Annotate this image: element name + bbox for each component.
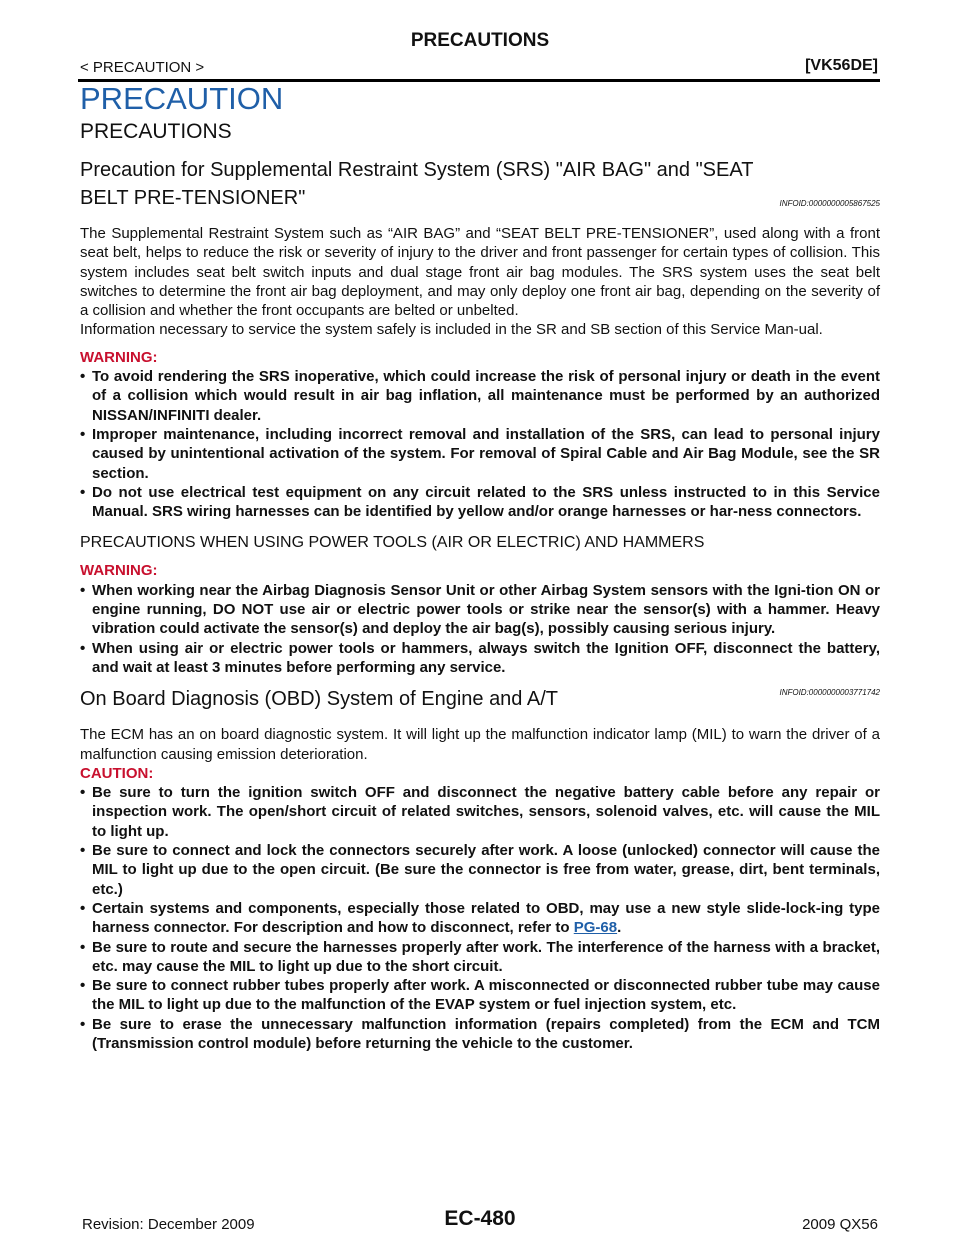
heading: PRECAUTION	[80, 81, 284, 116]
bullet-list: When working near the Airbag Diagnosis S…	[80, 581, 880, 677]
info-id: INFOID:0000000003771742	[779, 688, 880, 698]
bullet-text: .	[617, 919, 622, 937]
bullet: Improper maintenance, including incorrec…	[80, 425, 880, 483]
bullet: Certain systems and components, especial…	[80, 899, 880, 938]
content: PRECAUTION PRECAUTIONS Precaution for Su…	[80, 82, 880, 1053]
paragraph: The ECM has an on board diagnostic syste…	[80, 726, 880, 763]
page-title: PRECAUTIONS	[410, 30, 550, 51]
link[interactable]: PG-68	[573, 919, 618, 937]
subheading: PRECAUTIONS	[80, 120, 232, 143]
header-rule	[78, 79, 880, 82]
bullet: Be sure to route and secure the harnesse…	[80, 938, 880, 977]
subsection-title: PRECAUTIONS WHEN USING POWER TOOLS (AIR …	[80, 534, 705, 552]
bullet: Be sure to erase the unnecessary malfunc…	[80, 1015, 880, 1054]
breadcrumb[interactable]: < PRECAUTION >	[80, 59, 205, 76]
bullet: When working near the Airbag Diagnosis S…	[80, 581, 880, 639]
page-number: EC-480	[444, 1207, 516, 1230]
bullet: When using air or electric power tools o…	[80, 639, 880, 678]
bullet-list: Be sure to turn the ignition switch OFF …	[80, 783, 880, 1053]
bullet: Be sure to connect and lock the connecto…	[80, 841, 880, 899]
paragraph: The Supplemental Restraint System such a…	[80, 225, 880, 320]
model-code: [VK56DE]	[805, 57, 878, 74]
section-title-text: Precaution for Supplemental Restraint Sy…	[80, 159, 754, 209]
bullet: To avoid rendering the SRS inoperative, …	[80, 367, 880, 425]
paragraph: Information necessary to service the sys…	[80, 321, 823, 339]
warning-label: WARNING:	[80, 562, 158, 580]
warning-label: WARNING:	[80, 348, 158, 366]
section-title: Precaution for Supplemental Restraint Sy…	[80, 156, 780, 212]
caution-label: CAUTION:	[80, 764, 154, 782]
revision: Revision: December 2009	[82, 1216, 255, 1233]
model-year: 2009 QX56	[802, 1216, 878, 1233]
bullet-list: To avoid rendering the SRS inoperative, …	[80, 367, 880, 521]
info-id: INFOID:0000000005867525	[779, 199, 880, 208]
bullet: Do not use electrical test equipment on …	[80, 483, 880, 522]
section-title: On Board Diagnosis (OBD) System of Engin…	[80, 685, 880, 713]
bullet-text: Certain systems and components, especial…	[92, 899, 880, 937]
section-title-text: On Board Diagnosis (OBD) System of Engin…	[80, 688, 558, 711]
bullet: Be sure to turn the ignition switch OFF …	[80, 783, 880, 841]
bullet: Be sure to connect rubber tubes properly…	[80, 976, 880, 1015]
